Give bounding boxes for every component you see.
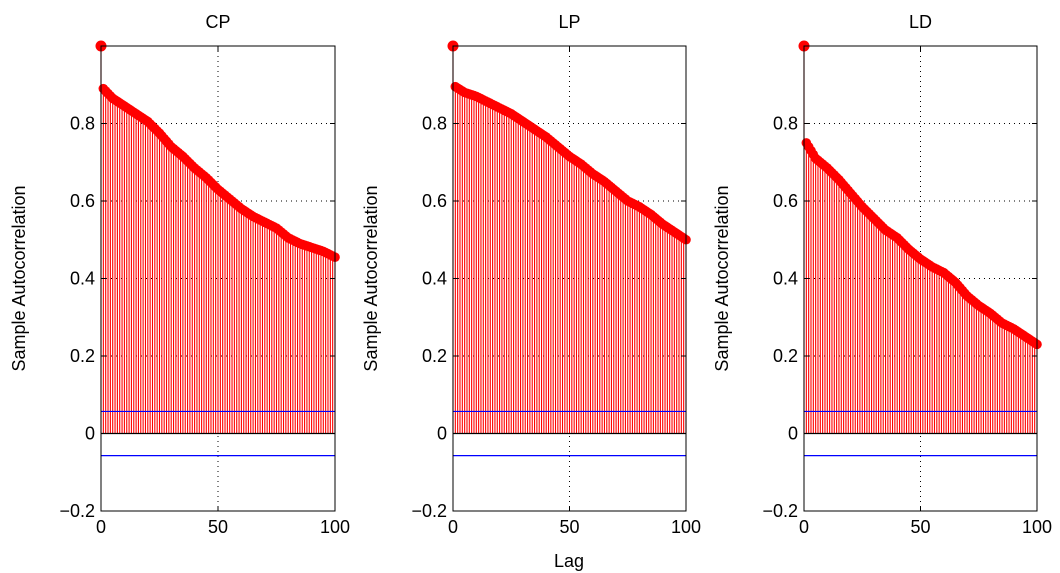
y-axis-label: Sample Autocorrelation (712, 185, 732, 371)
x-tick-label: 0 (448, 517, 458, 537)
x-tick-label: 100 (671, 517, 701, 537)
panel-title: LD (909, 12, 932, 32)
x-tick-label: 100 (1022, 517, 1052, 537)
y-tick-label: 0.4 (70, 269, 95, 289)
y-tick-label: −0.2 (411, 501, 447, 521)
y-tick-label: 0.8 (70, 114, 95, 134)
y-tick-label: 0.2 (773, 346, 798, 366)
markers (447, 40, 691, 245)
figure-x-axis-label: Lag (554, 551, 584, 571)
y-tick-label: −0.2 (762, 501, 798, 521)
y-tick-label: 0.2 (422, 346, 447, 366)
stems (452, 46, 687, 434)
y-tick-label: 0.8 (422, 114, 447, 134)
y-tick-label: 0.8 (773, 114, 798, 134)
panel-title: CP (205, 12, 230, 32)
y-tick-label: −0.2 (59, 501, 95, 521)
y-tick-label: 0.6 (422, 191, 447, 211)
y-tick-label: 0.4 (422, 269, 447, 289)
y-tick-label: 0 (788, 424, 798, 444)
y-tick-label: 0.6 (773, 191, 798, 211)
markers (95, 40, 340, 262)
y-tick-label: 0 (437, 424, 447, 444)
x-tick-label: 50 (208, 517, 228, 537)
x-tick-label: 0 (96, 517, 106, 537)
panel-title: LP (558, 12, 580, 32)
y-tick-label: 0 (85, 424, 95, 444)
y-tick-label: 0.6 (70, 191, 95, 211)
y-axis-label: Sample Autocorrelation (9, 185, 29, 371)
x-tick-label: 0 (799, 517, 809, 537)
x-tick-label: 100 (320, 517, 350, 537)
x-tick-label: 50 (910, 517, 930, 537)
y-axis-label: Sample Autocorrelation (361, 185, 381, 371)
x-tick-label: 50 (559, 517, 579, 537)
y-tick-label: 0.4 (773, 269, 798, 289)
y-tick-label: 0.2 (70, 346, 95, 366)
stems (803, 46, 1038, 434)
